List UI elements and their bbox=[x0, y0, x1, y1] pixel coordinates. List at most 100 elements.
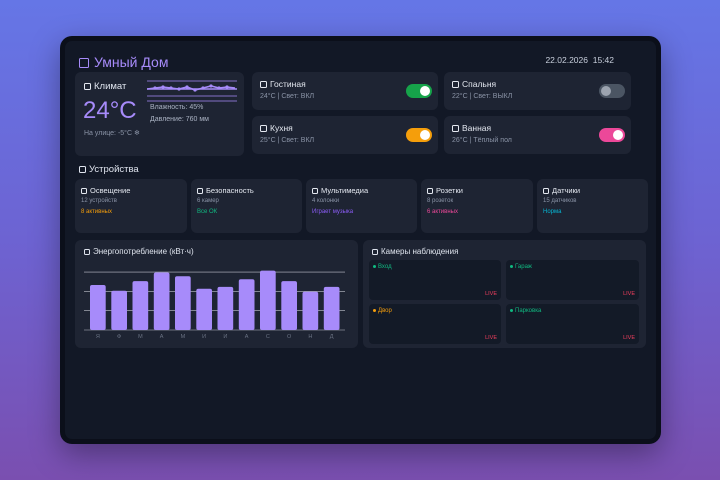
camera-label: Вход bbox=[373, 264, 392, 270]
device-card-lighting[interactable]: Освещение 12 устройств 8 активных bbox=[75, 179, 187, 233]
camera-feed-parking[interactable]: Парковка LIVE bbox=[506, 304, 639, 344]
camera-label: Гараж bbox=[510, 264, 532, 270]
live-badge: LIVE bbox=[623, 335, 635, 341]
month-tick-label: М bbox=[181, 334, 186, 340]
room-details: 22°C | Свет: ВЫКЛ bbox=[452, 93, 513, 100]
device-status: Играет музыка bbox=[312, 209, 354, 215]
room-name: Спальня bbox=[462, 79, 497, 89]
climate-sparkline bbox=[147, 80, 237, 102]
month-tick-label: Ф bbox=[117, 334, 121, 340]
dashboard-screen: Умный Дом 22.02.2026 15:42 Климат bbox=[65, 41, 656, 439]
page-title: Умный Дом bbox=[94, 54, 169, 70]
energy-bar[interactable] bbox=[217, 286, 234, 330]
climate-header: Климат bbox=[84, 81, 126, 92]
energy-bar[interactable] bbox=[175, 276, 191, 330]
climate-title: Климат bbox=[94, 81, 127, 92]
room-card-living[interactable]: Гостиная 24°C | Свет: ВКЛ bbox=[252, 72, 438, 110]
device-card-security[interactable]: Безопасность 6 камер Все ОК bbox=[191, 179, 302, 233]
energy-bar[interactable] bbox=[302, 291, 319, 330]
status-dot bbox=[510, 264, 513, 268]
cameras-card: Камеры наблюдения Вход LIVE Гараж LIVE Д… bbox=[363, 240, 646, 348]
energy-bar[interactable] bbox=[323, 286, 340, 330]
light-toggle[interactable] bbox=[599, 84, 625, 98]
device-title: Мультимедиа bbox=[312, 186, 368, 195]
camera-name: Парковка bbox=[515, 308, 542, 314]
live-badge: LIVE bbox=[485, 291, 497, 297]
month-tick-label: И bbox=[202, 334, 206, 340]
room-name: Гостиная bbox=[270, 79, 306, 89]
light-toggle[interactable] bbox=[406, 128, 432, 142]
device-name: Мультимедиа bbox=[321, 186, 369, 195]
status-dot bbox=[373, 308, 376, 312]
camera-label: Парковка bbox=[510, 308, 541, 314]
month-tick-label: М bbox=[138, 334, 143, 340]
thermometer-icon bbox=[84, 82, 91, 90]
room-card-bathroom[interactable]: Ванная 26°C | Тёплый пол bbox=[444, 116, 631, 154]
light-toggle[interactable] bbox=[406, 84, 432, 98]
room-details: 24°C | Свет: ВКЛ bbox=[260, 93, 315, 100]
outside-temperature: На улице: -5°C ❄ bbox=[84, 130, 140, 137]
temperature-value: 24°C bbox=[83, 97, 137, 124]
device-count: 8 розеток bbox=[427, 198, 454, 204]
cameras-header: Камеры наблюдения bbox=[372, 247, 458, 256]
climate-card: Климат 24°C Влажность: 45% Давление: 760… bbox=[75, 72, 244, 156]
energy-bar[interactable] bbox=[260, 270, 276, 330]
energy-bar[interactable] bbox=[281, 281, 297, 330]
device-card-sockets[interactable]: Розетки 8 розеток 6 активных bbox=[421, 179, 533, 233]
device-title: Освещение bbox=[81, 186, 130, 195]
cameras-title: Камеры наблюдения bbox=[381, 247, 459, 256]
energy-card: Энергопотребление (кВт·ч) Я Ф М А М И И А С О Н Д bbox=[75, 240, 358, 348]
device-count: 12 устройств bbox=[81, 198, 117, 204]
bulb-icon bbox=[81, 188, 87, 195]
header-time: 15:42 bbox=[592, 55, 614, 65]
room-icon bbox=[260, 125, 267, 133]
live-badge: LIVE bbox=[623, 291, 635, 297]
energy-bar[interactable] bbox=[111, 290, 127, 330]
room-title: Гостиная bbox=[260, 79, 306, 89]
room-title: Спальня bbox=[452, 79, 496, 89]
month-tick-label: И bbox=[223, 334, 227, 340]
camera-name: Двор bbox=[378, 308, 392, 314]
device-name: Розетки bbox=[436, 186, 463, 195]
status-dot bbox=[373, 264, 376, 268]
floor-heating-toggle[interactable] bbox=[599, 128, 625, 142]
camera-name: Вход bbox=[378, 264, 392, 270]
camera-feed-yard[interactable]: Двор LIVE bbox=[369, 304, 501, 344]
camera-feed-entrance[interactable]: Вход LIVE bbox=[369, 260, 501, 300]
pressure-text: Давление: 760 мм bbox=[150, 116, 209, 123]
energy-bar[interactable] bbox=[238, 279, 255, 330]
tablet-frame: Умный Дом 22.02.2026 15:42 Климат bbox=[60, 36, 661, 444]
live-badge: LIVE bbox=[485, 335, 497, 341]
device-status: 8 активных bbox=[81, 209, 112, 215]
room-details: 26°C | Тёплый пол bbox=[452, 137, 512, 144]
energy-bar[interactable] bbox=[132, 281, 149, 330]
energy-bar[interactable] bbox=[90, 285, 106, 330]
devices-section-title: Устройства bbox=[89, 164, 139, 175]
camera-feed-garage[interactable]: Гараж LIVE bbox=[506, 260, 639, 300]
month-tick-label: Я bbox=[96, 334, 100, 340]
month-tick-label: Д bbox=[330, 334, 334, 340]
app-header: Умный Дом bbox=[79, 54, 168, 70]
device-status: 6 активных bbox=[427, 209, 458, 215]
room-name: Кухня bbox=[270, 123, 293, 133]
header-datetime: 22.02.2026 15:42 bbox=[545, 55, 614, 65]
month-tick-label: С bbox=[266, 334, 270, 340]
device-name: Датчики bbox=[552, 186, 581, 195]
camera-icon bbox=[372, 248, 378, 255]
device-card-multimedia[interactable]: Мультимедиа 4 колонки Играет музыка bbox=[306, 179, 417, 233]
device-title: Датчики bbox=[543, 186, 580, 195]
energy-bar[interactable] bbox=[196, 288, 212, 330]
energy-bar[interactable] bbox=[153, 272, 170, 331]
device-card-sensors[interactable]: Датчики 15 датчиков Норма bbox=[537, 179, 648, 233]
camera-label: Двор bbox=[373, 308, 392, 314]
room-icon bbox=[452, 81, 459, 89]
plug-icon bbox=[427, 188, 433, 195]
shield-icon bbox=[197, 188, 203, 195]
room-card-bedroom[interactable]: Спальня 22°C | Свет: ВЫКЛ bbox=[444, 72, 631, 110]
device-title: Безопасность bbox=[197, 186, 254, 195]
status-dot bbox=[510, 308, 513, 312]
room-card-kitchen[interactable]: Кухня 25°C | Свет: ВКЛ bbox=[252, 116, 438, 154]
month-tick-label: О bbox=[287, 334, 292, 340]
room-name: Ванная bbox=[462, 123, 492, 133]
camera-name: Гараж bbox=[515, 264, 532, 270]
